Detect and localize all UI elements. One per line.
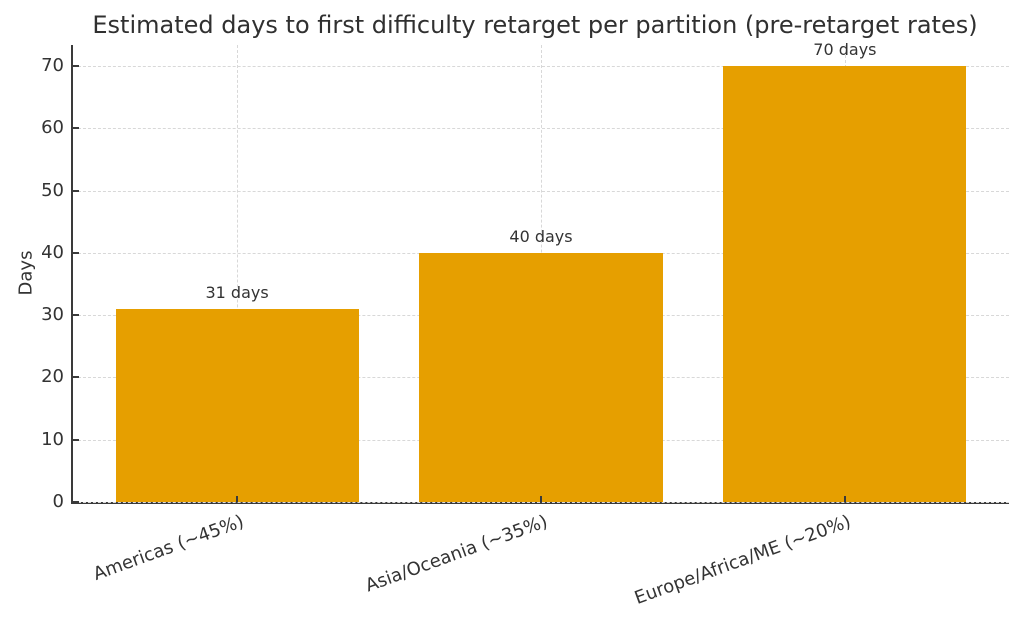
- y-gridline: [73, 502, 1009, 503]
- x-tick-mark: [843, 496, 846, 502]
- y-tick-mark: [73, 314, 79, 317]
- y-tick-mark: [73, 65, 79, 68]
- y-tick-label: 40: [41, 241, 64, 263]
- x-tick-mark: [540, 496, 542, 502]
- y-tick-label: 60: [41, 117, 64, 139]
- y-tick-mark: [73, 127, 79, 130]
- y-tick-mark: [73, 251, 79, 254]
- bar-value-label: 70 days: [813, 40, 877, 60]
- x-tick-label: Europe/Africa/ME (~20%): [632, 511, 855, 609]
- bar: [419, 252, 663, 502]
- x-gridline: [237, 45, 239, 502]
- y-tick-mark: [73, 438, 79, 441]
- y-tick-label: 10: [41, 428, 64, 450]
- y-tick-label: 20: [41, 366, 64, 388]
- y-tick-label: 50: [41, 179, 64, 201]
- y-tick-label: 70: [41, 55, 64, 77]
- x-tick-mark: [236, 496, 239, 502]
- y-tick-mark: [73, 501, 79, 503]
- y-tick-label: 0: [52, 491, 64, 512]
- y-tick-label: 30: [41, 304, 64, 326]
- bar-value-label: 40 days: [509, 226, 573, 246]
- bar-value-label: 31 days: [205, 282, 269, 302]
- chart-title: Estimated days to first difficulty retar…: [92, 11, 978, 39]
- x-tick-label: Americas (~45%): [90, 511, 247, 585]
- plot-area: 31 days 40 days 70 days: [71, 40, 1009, 504]
- y-tick-mark: [73, 189, 79, 192]
- x-tick-label: Asia/Oceania (~35%): [362, 511, 551, 597]
- bar: [115, 308, 359, 502]
- bar: [723, 66, 967, 502]
- y-tick-mark: [73, 376, 79, 379]
